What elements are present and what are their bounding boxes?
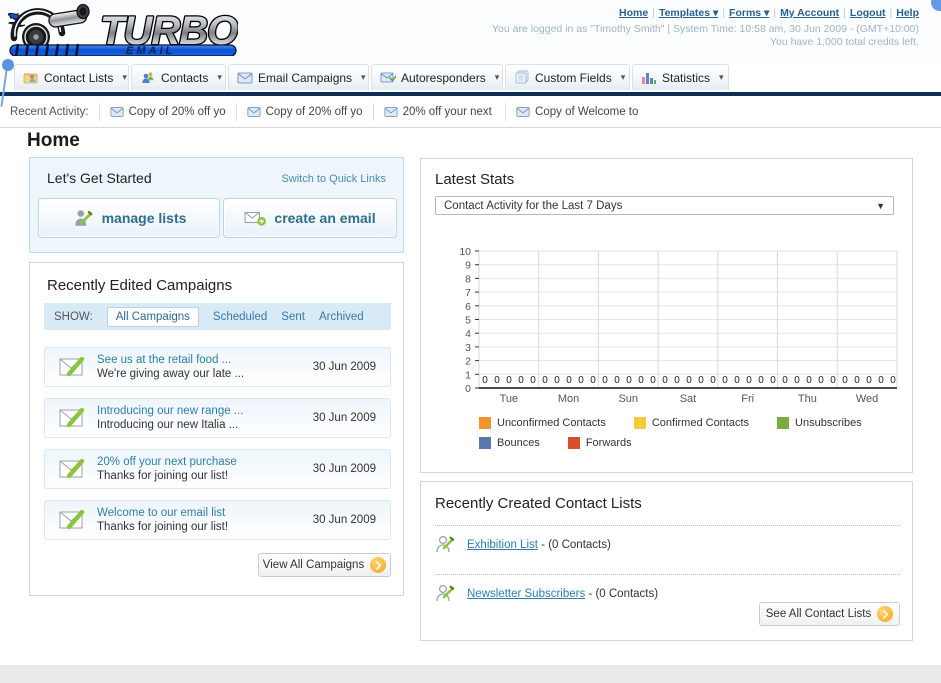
svg-text:0: 0	[734, 375, 740, 386]
svg-text:0: 0	[590, 375, 596, 386]
svg-text:0: 0	[746, 375, 752, 386]
svg-text:Sat: Sat	[680, 393, 697, 405]
svg-text:0: 0	[830, 375, 836, 386]
svg-text:0: 0	[686, 375, 692, 386]
svg-text:0: 0	[782, 375, 788, 386]
svg-text:0: 0	[854, 375, 860, 386]
svg-text:0: 0	[506, 375, 512, 386]
svg-text:Tue: Tue	[500, 393, 519, 405]
svg-text:0: 0	[626, 375, 632, 386]
svg-text:7: 7	[465, 287, 471, 299]
svg-text:0: 0	[818, 375, 824, 386]
svg-text:0: 0	[794, 375, 800, 386]
svg-text:0: 0	[614, 375, 620, 386]
svg-text:Sun: Sun	[618, 393, 638, 405]
svg-text:0: 0	[650, 375, 656, 386]
svg-text:0: 0	[890, 375, 896, 386]
svg-text:0: 0	[482, 375, 488, 386]
svg-text:0: 0	[710, 375, 716, 386]
svg-text:0: 0	[566, 375, 572, 386]
svg-text:Mon: Mon	[558, 393, 579, 405]
svg-text:0: 0	[878, 375, 884, 386]
svg-text:0: 0	[806, 375, 812, 386]
svg-text:0: 0	[578, 375, 584, 386]
svg-text:6: 6	[465, 301, 471, 313]
svg-text:3: 3	[465, 342, 471, 354]
svg-text:0: 0	[698, 375, 704, 386]
svg-text:EMAIL: EMAIL	[126, 45, 175, 56]
svg-text:0: 0	[638, 375, 644, 386]
svg-text:Fri: Fri	[741, 393, 754, 405]
svg-text:0: 0	[494, 375, 500, 386]
svg-text:0: 0	[530, 375, 536, 386]
svg-text:2: 2	[465, 356, 471, 368]
svg-text:9: 9	[465, 260, 471, 272]
svg-text:0: 0	[770, 375, 776, 386]
svg-text:4: 4	[465, 328, 471, 340]
svg-text:0: 0	[602, 375, 608, 386]
svg-text:0: 0	[542, 375, 548, 386]
svg-text:0: 0	[674, 375, 680, 386]
svg-text:0: 0	[662, 375, 668, 386]
svg-text:8: 8	[465, 273, 471, 285]
svg-text:10: 10	[459, 246, 471, 258]
svg-text:1: 1	[465, 369, 471, 381]
svg-text:0: 0	[758, 375, 764, 386]
svg-text:0: 0	[518, 375, 524, 386]
svg-text:Thu: Thu	[798, 393, 817, 405]
svg-text:0: 0	[842, 375, 848, 386]
svg-text:0: 0	[554, 375, 560, 386]
svg-text:0: 0	[866, 375, 872, 386]
svg-text:5: 5	[465, 315, 471, 327]
svg-text:0: 0	[465, 383, 471, 395]
svg-text:Wed: Wed	[856, 393, 878, 405]
svg-text:0: 0	[722, 375, 728, 386]
